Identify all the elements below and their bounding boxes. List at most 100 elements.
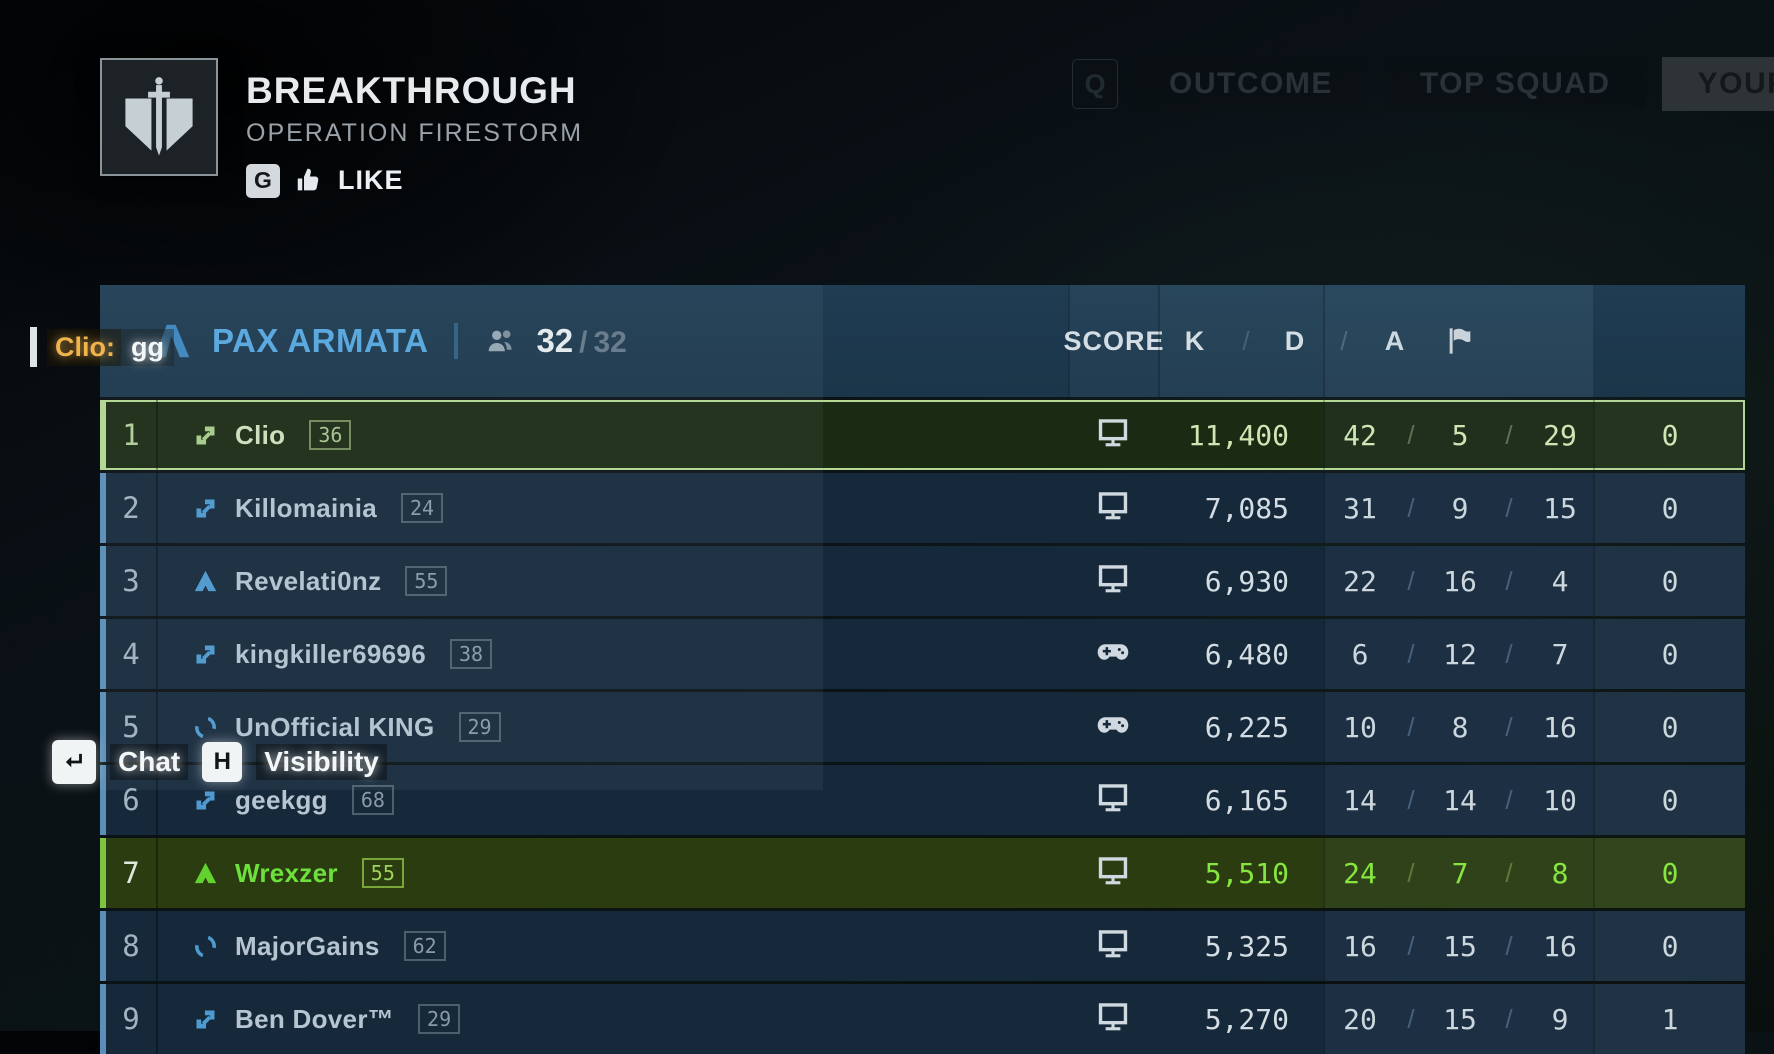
visibility-keycap: H [202, 742, 243, 782]
player-level-badge: 36 [309, 420, 352, 450]
tab-outcome[interactable]: OUTCOME [1133, 57, 1369, 111]
header-separator [454, 323, 459, 359]
player-name: Wrexzer [235, 857, 338, 888]
player-deaths: 16 [1443, 564, 1477, 598]
player-deaths: 7 [1451, 856, 1469, 890]
player-level-badge: 62 [403, 931, 446, 961]
player-score: 7,085 [1204, 491, 1289, 525]
assault-class-icon [192, 860, 219, 887]
player-rank: 9 [106, 984, 158, 1054]
player-assists: 9 [1551, 1002, 1569, 1036]
player-row[interactable]: 9 Ben Dover™ 29 [100, 984, 1745, 1054]
chat-message: Clio: gg [30, 327, 174, 367]
like-label: LIKE [338, 165, 404, 196]
row-accent-bar [100, 692, 106, 762]
pc-platform-icon [1096, 927, 1130, 966]
breakthrough-mode-icon [100, 58, 218, 176]
chat-hint-label: Chat [110, 744, 189, 780]
player-name: geekgg [235, 784, 328, 815]
player-assists: 16 [1543, 929, 1577, 963]
player-rank: 5 [106, 692, 158, 762]
player-assists: 8 [1551, 856, 1569, 890]
player-rank: 1 [106, 400, 158, 470]
player-flags: 0 [1593, 473, 1745, 543]
chat-cursor-bar [30, 327, 37, 367]
player-level-badge: 55 [405, 566, 448, 596]
tab-your-squad[interactable]: YOUR SQUAD [1661, 57, 1774, 111]
player-assists: 10 [1543, 783, 1577, 817]
column-header-deaths: D [1284, 325, 1306, 356]
player-row[interactable]: 6 geekgg 68 [100, 765, 1745, 835]
player-kills: 10 [1343, 710, 1377, 744]
row-accent-bar [100, 619, 106, 689]
players-current: 32 [536, 322, 574, 359]
player-row[interactable]: 8 MajorGains 62 [100, 911, 1745, 981]
key-hints: Chat H Visibility [52, 740, 387, 784]
scoreboard-header: PAX ARMATA 32 / 32 SCORE K / D / A [100, 285, 1745, 397]
player-level-badge: 29 [458, 712, 501, 742]
faction-logo [154, 324, 190, 358]
engineer-class-icon [192, 1006, 219, 1033]
scoreboard: PAX ARMATA 32 / 32 SCORE K / D / A [100, 285, 1745, 1054]
controller-platform-icon [1095, 707, 1131, 748]
engineer-class-icon [192, 787, 219, 814]
player-name: MajorGains [235, 930, 380, 961]
pc-platform-icon [1096, 489, 1130, 528]
scoreboard-rows: 1 Clio 36 [100, 400, 1745, 1054]
engineer-class-icon [192, 641, 219, 668]
player-level-badge: 55 [361, 858, 404, 888]
player-row[interactable]: 4 kingkiller69696 38 [100, 619, 1745, 689]
player-assists: 29 [1543, 418, 1577, 452]
recon-class-icon [192, 933, 219, 960]
chat-text: gg [121, 328, 174, 366]
player-deaths: 14 [1443, 783, 1477, 817]
pc-platform-icon [1096, 854, 1130, 893]
player-row[interactable]: 7 Wrexzer 55 [100, 838, 1745, 908]
player-row[interactable]: 3 Revelati0nz 55 [100, 546, 1745, 616]
controller-platform-icon [1095, 634, 1131, 675]
row-accent-bar [100, 911, 106, 981]
player-level-badge: 68 [351, 785, 394, 815]
pc-platform-icon [1096, 416, 1130, 455]
player-name: Killomainia [235, 492, 377, 523]
player-score: 6,225 [1204, 710, 1289, 744]
player-kills: 22 [1343, 564, 1377, 598]
player-assists: 15 [1543, 491, 1577, 525]
player-kills: 16 [1343, 929, 1377, 963]
player-flags: 0 [1593, 400, 1745, 470]
mode-header: BREAKTHROUGH OPERATION FIRESTORM G LIKE [100, 58, 583, 198]
player-assists: 4 [1551, 564, 1569, 598]
player-row[interactable]: 1 Clio 36 [100, 400, 1745, 470]
assault-class-icon [192, 568, 219, 595]
shield-sword-icon [125, 77, 193, 156]
player-flags: 0 [1593, 546, 1745, 616]
like-button[interactable]: G LIKE [246, 163, 583, 198]
player-deaths: 15 [1443, 1002, 1477, 1036]
thumbs-up-icon [297, 168, 319, 191]
chat-author: Clio: [47, 328, 121, 366]
player-kills: 6 [1351, 637, 1369, 671]
players-max: 32 [593, 326, 627, 359]
player-deaths: 5 [1451, 418, 1469, 452]
row-accent-bar [100, 984, 106, 1054]
player-kills: 31 [1343, 491, 1377, 525]
column-header-assists: A [1384, 325, 1406, 356]
column-header-kills: K [1184, 325, 1206, 356]
player-assists: 16 [1543, 710, 1577, 744]
row-accent-bar [100, 400, 106, 470]
player-row[interactable]: 2 Killomainia 24 [100, 473, 1745, 543]
player-flags: 1 [1593, 984, 1745, 1054]
tab-top-squad[interactable]: TOP SQUAD [1383, 57, 1647, 111]
engineer-class-icon [192, 422, 219, 449]
player-kills: 42 [1343, 418, 1377, 452]
player-row[interactable]: 5 UnOfficial KING 29 [100, 692, 1745, 762]
like-keycap: G [246, 163, 280, 198]
recon-class-icon [192, 714, 219, 741]
player-score: 11,400 [1187, 418, 1289, 452]
player-rank: 7 [106, 838, 158, 908]
visibility-hint-label: Visibility [256, 744, 387, 780]
player-rank: 3 [106, 546, 158, 616]
row-accent-bar [100, 546, 106, 616]
map-name: OPERATION FIRESTORM [246, 118, 584, 147]
player-rank: 6 [106, 765, 158, 835]
